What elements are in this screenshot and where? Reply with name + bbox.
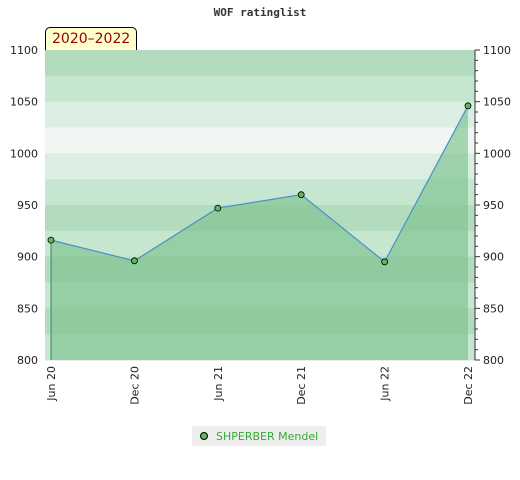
series-area: [51, 105, 468, 360]
y-tick-label-right: 1050: [483, 96, 511, 109]
legend-series-label: SHPERBER Mendel: [216, 429, 319, 443]
y-tick-label-right: 900: [483, 251, 504, 264]
y-tick-label-right: 1000: [483, 147, 511, 160]
legend[interactable]: SHPERBER Mendel: [192, 426, 327, 446]
y-tick-label-right: 1100: [483, 44, 511, 57]
plot-area: 800 800 850 850 900 900 950 950 1000 1000 1050 1050…: [10, 44, 511, 405]
background-band: [45, 75, 475, 103]
chart-title: WOF ratinglist: [213, 6, 307, 19]
y-tick-label-right: 850: [483, 302, 504, 315]
y-tick-label-left: 1000: [10, 147, 38, 160]
y-tick-label-left: 950: [17, 199, 38, 212]
y-tick-label-right: 950: [483, 199, 504, 212]
x-tick-label: Dec 20: [128, 366, 141, 405]
background-band: [45, 153, 475, 180]
series-line: [50, 105, 469, 263]
y-tick-label-right: 800: [483, 354, 504, 367]
background-band: [45, 127, 475, 154]
y-tick-label-left: 1050: [10, 96, 38, 109]
data-point: [214, 204, 222, 212]
data-point: [47, 236, 55, 244]
x-tick-label: Dec 22: [462, 366, 475, 405]
data-point: [297, 191, 305, 199]
background-band: [45, 101, 475, 128]
y-tick-label-left: 900: [17, 251, 38, 264]
background-band: [45, 50, 475, 77]
data-point: [130, 257, 138, 265]
y-tick-label-left: 850: [17, 302, 38, 315]
x-tick-label: Jun 20: [45, 366, 58, 402]
x-tick-label: Jun 22: [379, 366, 392, 402]
legend-marker: [200, 432, 208, 440]
data-point: [464, 102, 472, 110]
y-tick-label-left: 1100: [10, 44, 38, 57]
data-point: [381, 258, 389, 266]
x-tick-label: Dec 21: [295, 366, 308, 405]
x-tick-label: Jun 21: [212, 366, 225, 402]
y-tick-label-left: 800: [17, 354, 38, 367]
